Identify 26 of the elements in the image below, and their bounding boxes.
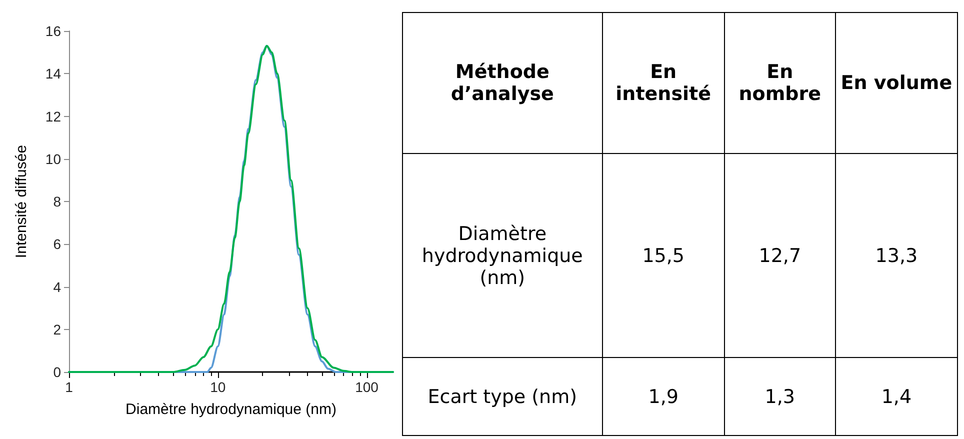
y-tick-label: 10 <box>45 150 62 167</box>
y-tick-label: 4 <box>53 278 62 295</box>
x-tick-label: 100 <box>355 379 379 395</box>
text: 1,3 <box>764 386 795 408</box>
y-tick-label: 16 <box>45 23 62 39</box>
text: 1,9 <box>648 386 678 408</box>
category-label: En volume <box>835 12 958 154</box>
y-tick-label: 8 <box>53 194 62 210</box>
y-tick-label: 0 <box>53 364 62 380</box>
y-tick-label: 12 <box>45 108 62 124</box>
text: 12,7 <box>758 244 802 267</box>
category-label: Diamètre hydrodynamique (nm) <box>422 222 583 289</box>
x-tick-label: 1 <box>65 379 74 395</box>
y-axis-title: Intensité diffusée <box>13 144 30 258</box>
x-tick-label: 10 <box>210 379 226 395</box>
category-label: En intensité <box>602 12 724 154</box>
text: 1,4 <box>881 386 912 408</box>
text: 15,5 <box>642 244 684 267</box>
y-tick-label: 2 <box>53 321 62 338</box>
category-label: Ecart type (nm) <box>428 386 578 408</box>
y-tick-label: 14 <box>45 66 62 82</box>
category-label: En nombre <box>724 12 836 154</box>
x-axis-title: Diamètre hydrodynamique (nm) <box>126 401 336 418</box>
y-tick-label: 6 <box>53 236 62 252</box>
text: Méthode d’analyse <box>402 12 602 154</box>
text: 13,3 <box>875 244 918 267</box>
